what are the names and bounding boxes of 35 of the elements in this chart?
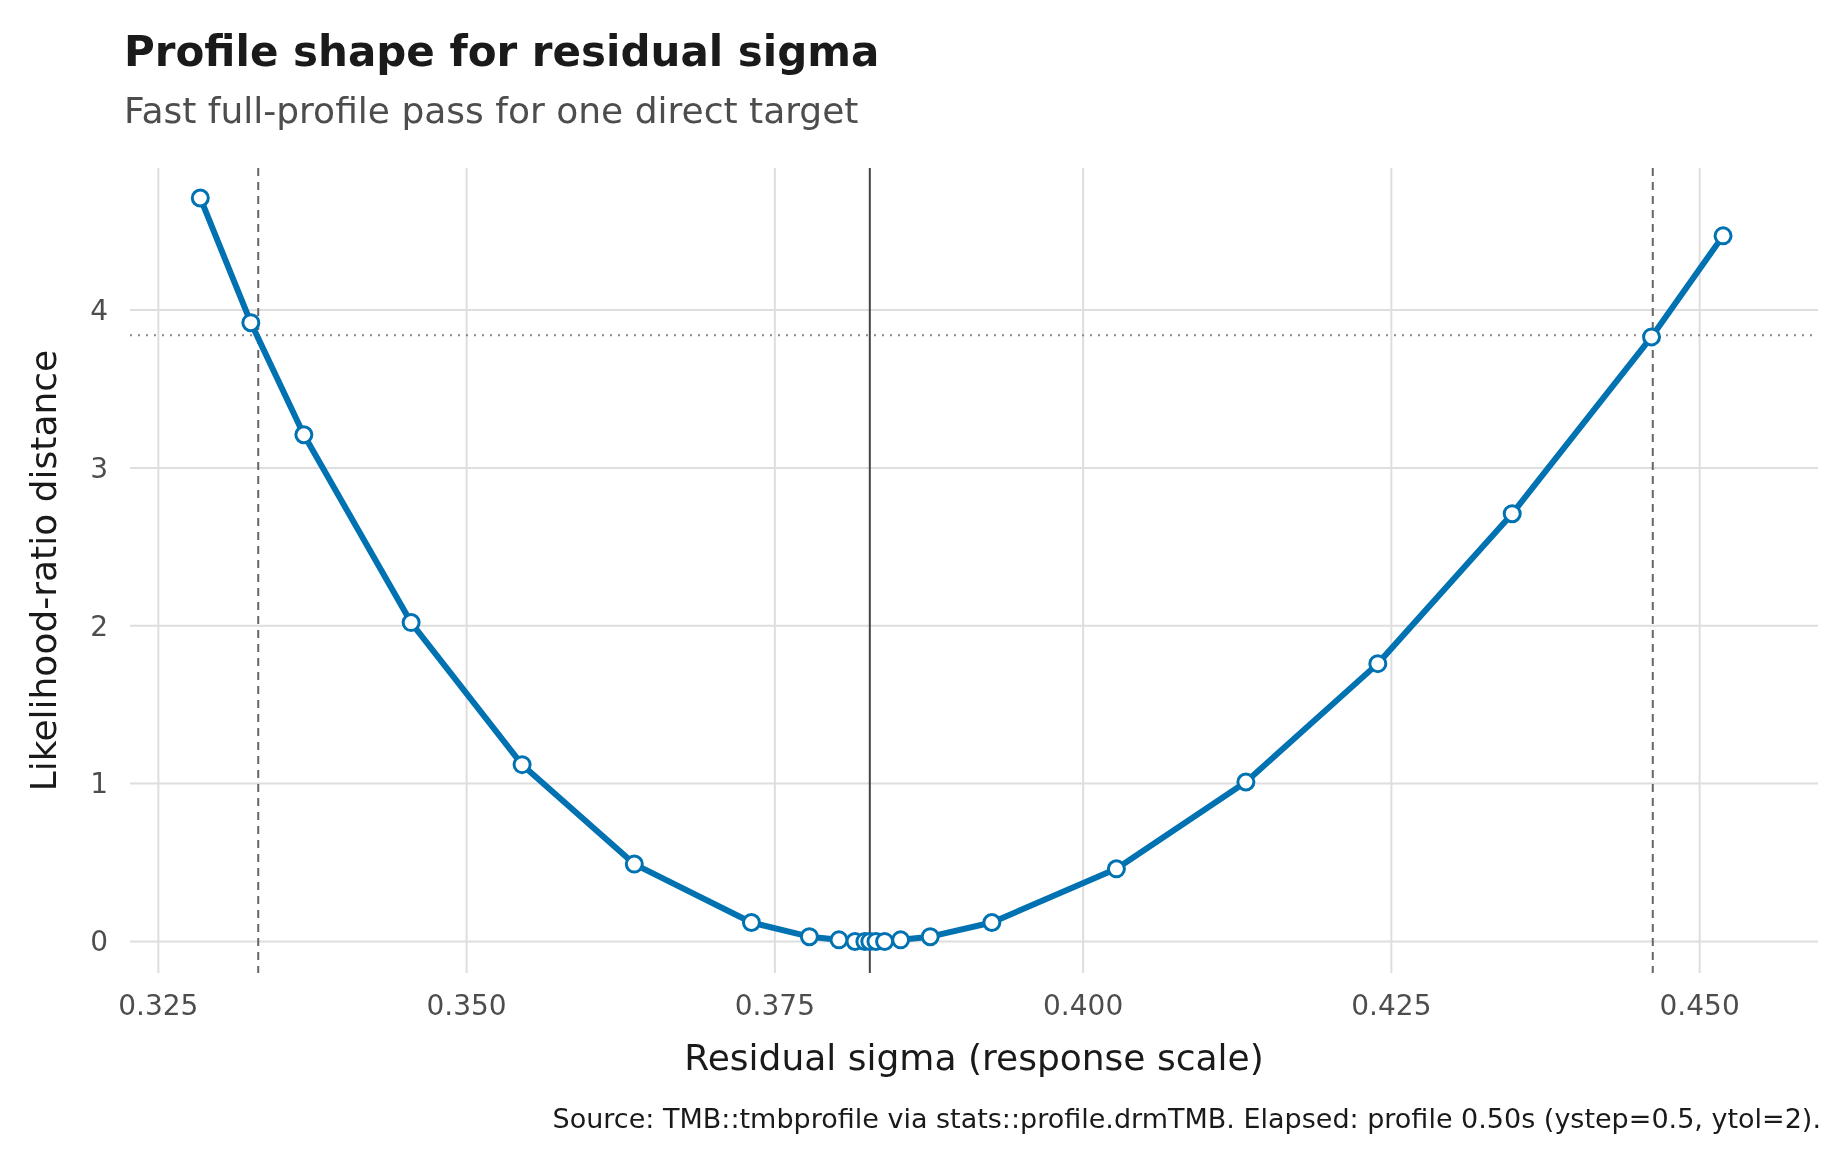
point — [1236, 772, 1256, 792]
chart-subtitle: Fast full-profile pass for one direct target — [124, 90, 859, 131]
x-tick-label: 0.400 — [1043, 989, 1124, 1022]
point — [1713, 226, 1733, 246]
point — [741, 912, 761, 932]
y-tick-label: 3 — [90, 451, 108, 485]
y-tick-label: 2 — [90, 609, 108, 643]
x-tick-label: 0.325 — [118, 989, 199, 1022]
source-note: Source: TMB::tmbprofile via stats::profile.drmTMB. Elapsed: profile 0.50s (ystep=0.5, ytol=2). — [552, 1103, 1821, 1134]
point — [1106, 859, 1126, 879]
point — [401, 613, 421, 633]
point — [294, 425, 314, 445]
x-tick-label: 0.375 — [734, 989, 815, 1022]
point — [512, 755, 532, 775]
point — [624, 854, 644, 874]
point — [891, 930, 911, 950]
point — [829, 930, 849, 950]
point — [1368, 654, 1388, 674]
point — [799, 927, 819, 947]
point — [1502, 504, 1522, 524]
y-tick-label: 4 — [90, 293, 108, 327]
x-tick-label: 0.450 — [1659, 989, 1740, 1022]
x-tick-label: 0.425 — [1351, 989, 1432, 1022]
y-tick-label: 1 — [90, 767, 108, 801]
point — [982, 912, 1002, 932]
point — [875, 931, 895, 951]
point — [1642, 327, 1662, 347]
x-axis-title: Residual sigma (response scale) — [684, 1037, 1264, 1078]
point — [241, 313, 261, 333]
point — [920, 927, 940, 947]
y-axis-title: Likelihood-ratio distance — [23, 349, 64, 792]
x-tick-label: 0.350 — [426, 989, 507, 1022]
chart-title: Profile shape for residual sigma — [124, 27, 880, 76]
y-tick-label: 0 — [90, 925, 108, 959]
point — [190, 188, 210, 208]
